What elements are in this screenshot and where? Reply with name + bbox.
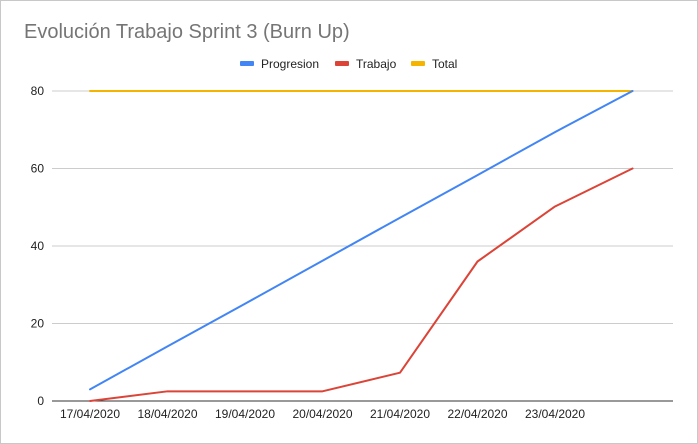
x-tick-label: 20/04/2020 xyxy=(292,407,352,421)
y-tick-label: 60 xyxy=(31,162,45,176)
legend-swatch-trabajo xyxy=(335,61,349,66)
legend-label-progresion[interactable]: Progresion xyxy=(261,57,319,71)
x-tick-label: 19/04/2020 xyxy=(215,407,275,421)
x-tick-label: 23/04/2020 xyxy=(525,407,585,421)
x-tick-label: 18/04/2020 xyxy=(137,407,197,421)
y-tick-label: 0 xyxy=(37,394,44,408)
series-line-trabajo xyxy=(89,167,634,402)
x-tick-label: 21/04/2020 xyxy=(370,407,430,421)
y-tick-label: 80 xyxy=(31,84,45,98)
legend-label-total[interactable]: Total xyxy=(432,57,457,71)
series-lines xyxy=(89,90,634,402)
series-line-progresion xyxy=(89,90,634,391)
legend[interactable]: Progresion Trabajo Total xyxy=(240,57,457,71)
legend-swatch-total xyxy=(411,61,425,66)
x-tick-label: 17/04/2020 xyxy=(60,407,120,421)
legend-label-trabajo[interactable]: Trabajo xyxy=(356,57,397,71)
y-tick-label: 40 xyxy=(31,239,45,253)
y-tick-label: 20 xyxy=(31,317,45,331)
legend-swatch-progresion xyxy=(240,61,254,66)
x-tick-label: 22/04/2020 xyxy=(447,407,507,421)
axes: 0 20 40 60 80 17/04/2020 18/04/2020 19/04/2020 2… xyxy=(31,84,673,421)
chart-title: Evolución Trabajo Sprint 3 (Burn Up) xyxy=(24,21,350,43)
gridlines xyxy=(52,90,673,324)
